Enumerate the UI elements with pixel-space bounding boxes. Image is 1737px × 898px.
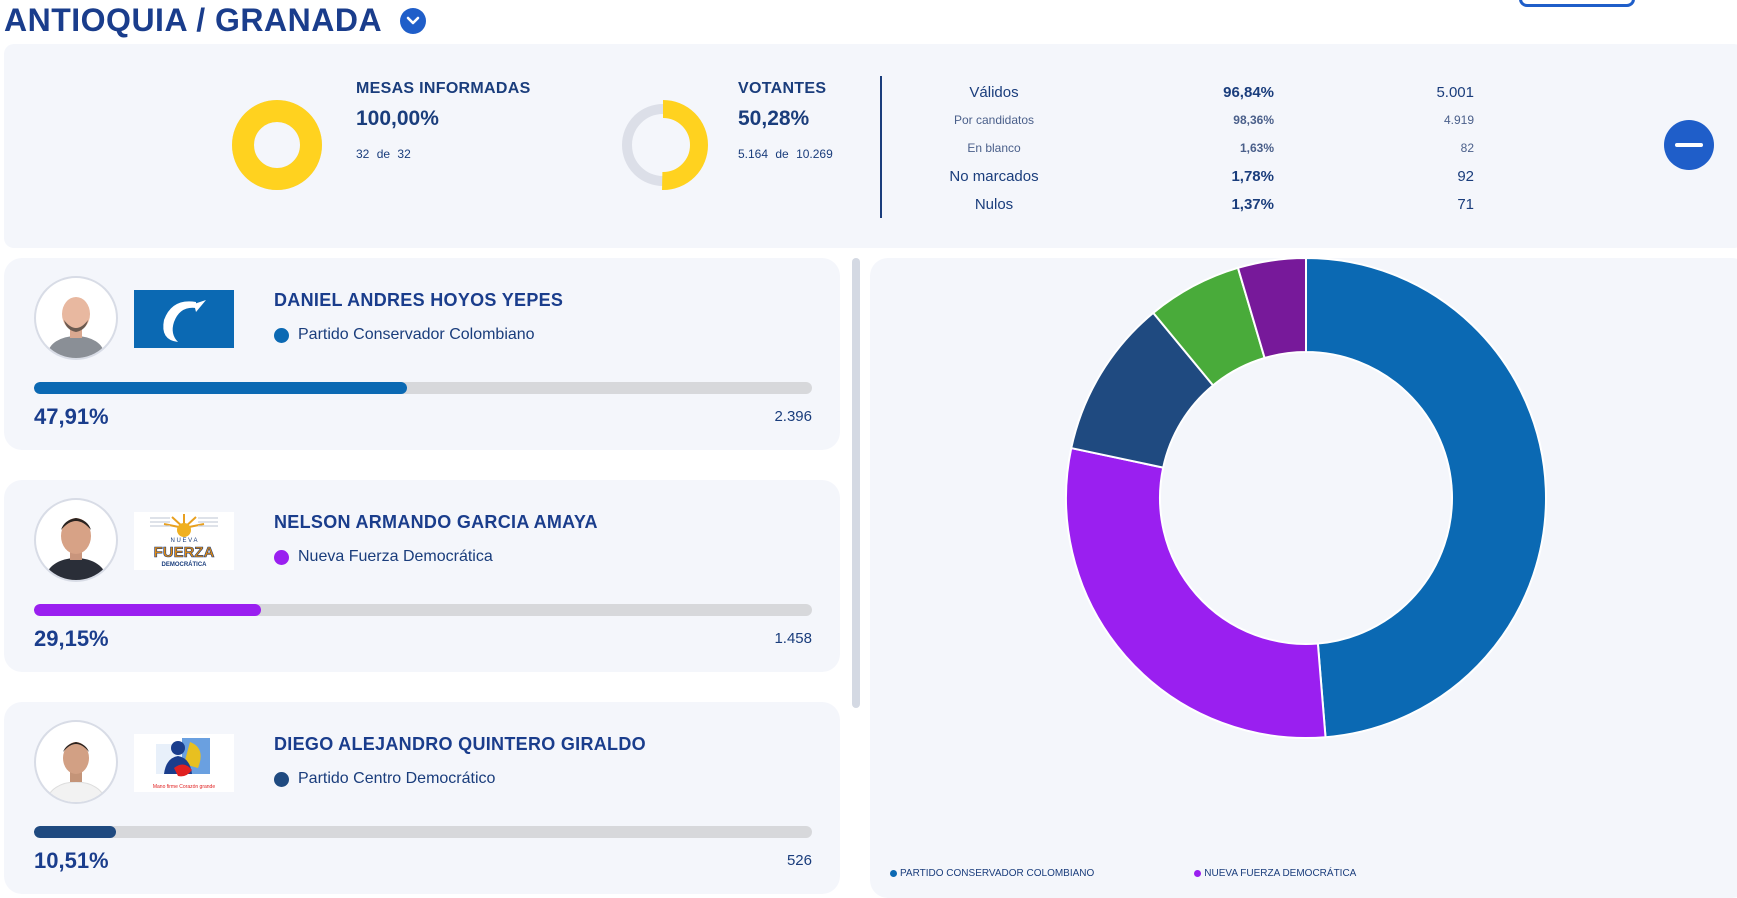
- candidate-pct: 10,51%: [34, 848, 109, 873]
- breakdown-label: Nulos: [974, 195, 1014, 213]
- results-donut-chart: [1065, 256, 1547, 739]
- page-title-text: ANTIOQUIA / GRANADA: [4, 2, 383, 38]
- candidate-name: DANIEL ANDRES HOYOS YEPES: [274, 290, 564, 310]
- party-color-dot: [274, 771, 289, 787]
- party-name: Partido Centro Democrático: [274, 770, 495, 788]
- breakdown-count: 4.919: [1443, 113, 1474, 127]
- chart-legend: PARTIDO CONSERVADOR COLOMBIANO NUEVA FUE…: [890, 868, 1356, 879]
- breakdown-label: No marcados: [949, 167, 1039, 185]
- party-logo-centro-democratico: Mano firme Corazón grande: [134, 734, 234, 792]
- breakdown-pct: 1,63%: [1239, 141, 1274, 155]
- votantes-donut-fill: [618, 100, 708, 190]
- candidate-photo: [34, 720, 118, 804]
- party-logo-nueva-fuerza: N U E V A FUERZA DEMOCRÁTICA: [134, 512, 234, 570]
- party-color-dot: [274, 549, 289, 565]
- breakdown-pct: 1,78%: [1231, 167, 1274, 185]
- legend-item[interactable]: PARTIDO CONSERVADOR COLOMBIANO: [890, 868, 1094, 879]
- candidate-votes: 2.396: [774, 408, 812, 425]
- vote-share-fill: [34, 826, 116, 838]
- donut-slice[interactable]: [1305, 256, 1547, 739]
- vote-share-bar: [34, 826, 812, 838]
- summary-panel: MESAS INFORMADAS 100,00% 32 de 32 VOTANT…: [4, 44, 1737, 248]
- page-title: ANTIOQUIA / GRANADA: [4, 2, 427, 39]
- breakdown-row-nulos: Nulos 1,37% 71: [904, 190, 1484, 218]
- breakdown-pct: 96,84%: [1223, 83, 1274, 101]
- legend-label: NUEVA FUERZA DEMOCRÁTICA: [1204, 868, 1357, 879]
- mesas-count-sep: de: [376, 147, 391, 161]
- party-label: Nueva Fuerza Democrática: [298, 548, 493, 565]
- breakdown-count: 5.001: [1436, 83, 1474, 101]
- mesas-donut-fill: [232, 100, 322, 190]
- breakdown-row-por-candidatos: Por candidatos 98,36% 4.919: [904, 106, 1484, 134]
- legend-dot: [890, 870, 897, 877]
- mesas-stat: MESAS INFORMADAS 100,00% 32 de 32: [356, 80, 531, 161]
- breakdown-pct: 1,37%: [1231, 195, 1274, 213]
- vote-share-bar: [34, 382, 812, 394]
- donut-slice[interactable]: [1065, 446, 1327, 739]
- mesas-count-b: 32: [397, 147, 411, 161]
- votantes-pct: 50,28%: [738, 107, 810, 130]
- mesas-pct: 100,00%: [356, 107, 439, 130]
- mesas-count-a: 32: [356, 147, 370, 161]
- breakdown-count: 82: [1460, 141, 1474, 155]
- candidate-pct: 29,15%: [34, 626, 109, 651]
- candidate-photo: [34, 276, 118, 360]
- party-color-dot: [274, 327, 289, 343]
- results-chart-panel: PARTIDO CONSERVADOR COLOMBIANO NUEVA FUE…: [870, 256, 1737, 898]
- candidate-card[interactable]: Mano firme Corazón grande DIEGO ALEJANDR…: [4, 702, 840, 894]
- vote-share-fill: [34, 382, 407, 394]
- votantes-count-b: 10.269: [796, 147, 833, 161]
- location-dropdown-button[interactable]: [400, 7, 427, 34]
- logo-slogan: Mano firme Corazón grande: [153, 784, 215, 790]
- votantes-stat: VOTANTES 50,28% 5.164 de 10.269: [738, 80, 833, 161]
- mesas-count: 32 de 32: [356, 147, 531, 161]
- minus-icon: [1675, 143, 1703, 147]
- breakdown-label: Válidos: [969, 83, 1019, 101]
- breakdown-label: Por candidatos: [953, 113, 1035, 127]
- candidate-votes: 1.458: [774, 630, 812, 647]
- mesas-donut: [230, 98, 324, 197]
- legend-dot: [1194, 870, 1202, 877]
- legend-item[interactable]: NUEVA FUERZA DEMOCRÁTICA: [1194, 868, 1356, 879]
- votantes-donut: [616, 98, 710, 197]
- party-label: Partido Conservador Colombiano: [298, 326, 535, 343]
- votes-breakdown-table: Válidos 96,84% 5.001 Por candidatos 98,3…: [904, 78, 1484, 218]
- breakdown-label: En blanco: [967, 141, 1021, 155]
- candidate-votes: 526: [786, 852, 812, 869]
- candidate-list-scrollbar[interactable]: [852, 258, 860, 708]
- donut-slice[interactable]: [1236, 256, 1307, 360]
- logo-text-nueva: N U E V A: [170, 538, 197, 544]
- candidate-name: DIEGO ALEJANDRO QUINTERO GIRALDO: [274, 734, 646, 754]
- vote-share-fill: [34, 604, 261, 616]
- candidate-card[interactable]: DANIEL ANDRES HOYOS YEPES Partido Conser…: [4, 258, 840, 450]
- party-logo-conservador: [134, 290, 234, 348]
- candidate-name: NELSON ARMANDO GARCIA AMAYA: [274, 512, 598, 532]
- breakdown-row-validos: Válidos 96,84% 5.001: [904, 78, 1484, 106]
- breakdown-count: 71: [1457, 195, 1474, 213]
- summary-divider: [880, 76, 882, 218]
- breakdown-row-no-marcados: No marcados 1,78% 92: [904, 162, 1484, 190]
- logo-text-democratica: DEMOCRÁTICA: [162, 561, 208, 568]
- legend-label: PARTIDO CONSERVADOR COLOMBIANO: [900, 868, 1095, 879]
- votantes-label: VOTANTES: [738, 80, 827, 97]
- breakdown-row-en-blanco: En blanco 1,63% 82: [904, 134, 1484, 162]
- mesas-label: MESAS INFORMADAS: [356, 80, 531, 97]
- votantes-count-a: 5.164: [738, 147, 769, 161]
- chevron-down-icon: [406, 16, 420, 24]
- party-name: Nueva Fuerza Democrática: [274, 548, 493, 566]
- votantes-count-sep: de: [775, 147, 789, 161]
- top-right-button[interactable]: [1519, 0, 1635, 7]
- collapse-summary-button[interactable]: [1664, 120, 1714, 170]
- party-label: Partido Centro Democrático: [298, 770, 496, 787]
- logo-text-fuerza: FUERZA: [154, 544, 215, 561]
- breakdown-pct: 98,36%: [1233, 113, 1274, 127]
- candidate-card[interactable]: N U E V A FUERZA DEMOCRÁTICA NELSON ARMA…: [4, 480, 840, 672]
- breakdown-count: 92: [1457, 167, 1474, 185]
- candidate-pct: 47,91%: [34, 404, 109, 429]
- vote-share-bar: [34, 604, 812, 616]
- party-name: Partido Conservador Colombiano: [274, 326, 535, 344]
- candidate-photo: [34, 498, 118, 582]
- votantes-count: 5.164 de 10.269: [738, 147, 833, 161]
